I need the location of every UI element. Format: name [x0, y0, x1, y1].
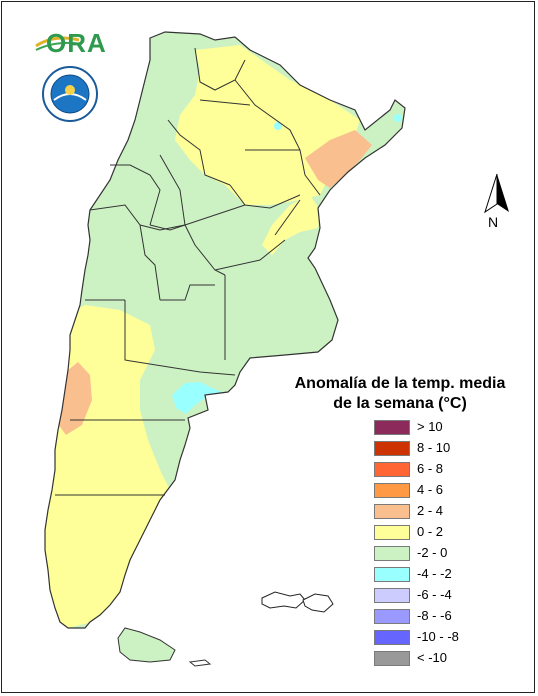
legend-label: -10 - -8: [417, 629, 459, 644]
legend-title-line2: de la semana (°C): [333, 395, 467, 412]
legend-swatch: [374, 525, 410, 540]
legend-item: -4 - -2: [372, 564, 512, 585]
ora-logo-swoosh: [35, 36, 83, 51]
legend-item: -10 - -8: [372, 627, 512, 648]
anomaly-zone-coast-cool: [172, 382, 222, 414]
ora-logo-text: ORA: [46, 28, 107, 58]
legend-swatch: [374, 651, 410, 666]
legend-item: 4 - 6: [372, 480, 512, 501]
legend-item: -8 - -6: [372, 606, 512, 627]
legend-title: Anomalía de la temp. media de la semana …: [290, 374, 510, 414]
legend-item: > 10: [372, 417, 512, 438]
legend-label: 8 - 10: [417, 440, 451, 455]
legend-swatch: [374, 420, 410, 435]
legend-title-line1: Anomalía de la temp. media: [294, 375, 506, 392]
legend-swatch: [374, 483, 410, 498]
anomaly-zone-east-warm: [262, 195, 320, 255]
legend-label: -6 - -4: [417, 587, 452, 602]
tierra-del-fuego: [117, 627, 176, 663]
anomaly-spot-north-cool: [274, 122, 282, 130]
smn-seal-logo: [42, 66, 98, 122]
legend-item: -2 - 0: [372, 543, 512, 564]
legend-label: > 10: [417, 419, 443, 434]
legend: > 10 8 - 10 6 - 8 4 - 6 2 - 4 0 - 2 -2 - 0 -4 -…: [372, 417, 512, 669]
legend-swatch: [374, 609, 410, 624]
legend-swatch: [374, 546, 410, 561]
legend-item: 6 - 8: [372, 459, 512, 480]
legend-item: 0 - 2: [372, 522, 512, 543]
country-outline: [44, 31, 406, 629]
legend-label: 6 - 8: [417, 461, 444, 476]
legend-swatch: [374, 630, 410, 645]
anomaly-spot-se-cool: [394, 114, 402, 122]
legend-label: -4 - -2: [417, 566, 452, 581]
legend-item: 2 - 4: [372, 501, 512, 522]
north-arrow-label: N: [488, 214, 499, 230]
legend-label: 4 - 6: [417, 482, 444, 497]
legend-item: -6 - -4: [372, 585, 512, 606]
legend-label: 0 - 2: [417, 524, 444, 539]
legend-label: -8 - -6: [417, 608, 452, 623]
anomaly-zone-ne-hot: [305, 130, 372, 188]
north-arrow-icon: [484, 173, 509, 214]
legend-swatch: [374, 588, 410, 603]
isla-de-los-estados: [188, 659, 212, 667]
legend-swatch: [374, 462, 410, 477]
legend-label: -2 - 0: [417, 545, 448, 560]
legend-label: 2 - 4: [417, 503, 444, 518]
legend-swatch: [374, 504, 410, 519]
legend-swatch: [374, 567, 410, 582]
legend-label: < -10: [417, 650, 447, 665]
legend-item: < -10: [372, 648, 512, 669]
malvinas-islands: [261, 591, 334, 613]
legend-swatch: [374, 441, 410, 456]
province-borders: [55, 47, 321, 496]
legend-item: 8 - 10: [372, 438, 512, 459]
